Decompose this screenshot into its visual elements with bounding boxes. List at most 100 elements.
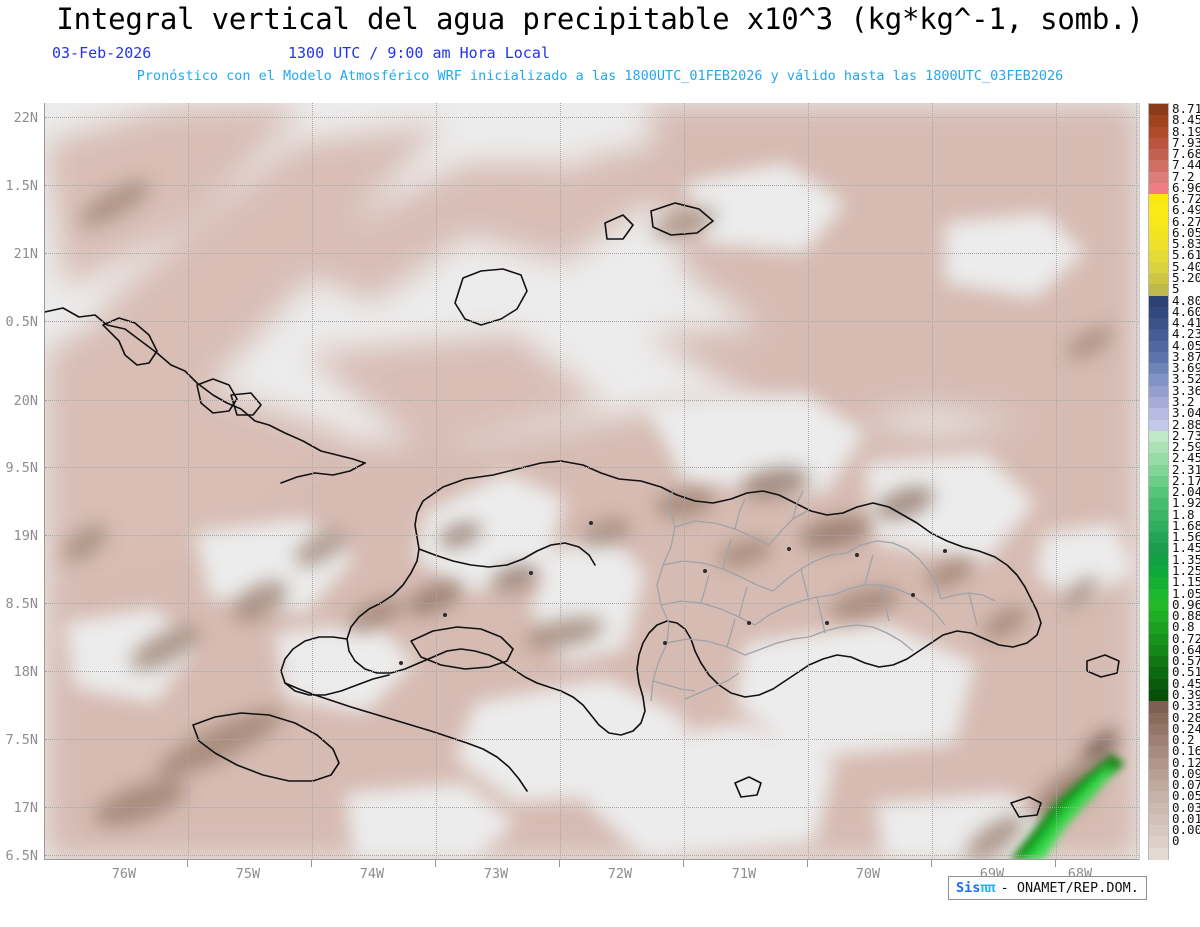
colorbar-tick-label: 0.2 <box>1172 732 1195 748</box>
colorbar-segment <box>1149 701 1168 714</box>
colorbar-segment <box>1149 205 1168 218</box>
gridline-vertical <box>188 103 189 860</box>
plot-bottom-border <box>45 859 1139 860</box>
colorbar-tick-label: 7.442 <box>1172 157 1200 173</box>
gridline-horizontal <box>45 603 1139 604</box>
y-tick-label: 21N <box>13 246 38 262</box>
colorbar-segment <box>1149 847 1168 860</box>
x-tick-label: 76W <box>111 866 137 882</box>
colorbar-segment <box>1149 149 1168 161</box>
colorbar-segment <box>1149 329 1168 342</box>
colorbar-tick-label: 0.05 <box>1172 788 1200 804</box>
colorbar-segment <box>1149 239 1168 252</box>
map-plot-area[interactable] <box>44 103 1140 860</box>
colorbar-tick-label: 7.688 <box>1172 146 1200 162</box>
colorbar-segment <box>1149 306 1168 319</box>
x-tick-mark <box>1055 860 1056 867</box>
y-tick-label: 19N <box>13 528 38 544</box>
organization-label: - ONAMET/REP.DOM. <box>1000 880 1139 896</box>
colorbar-tick-label: 7.938 <box>1172 134 1200 150</box>
colorbar-tick-label: 0.098 <box>1172 765 1200 781</box>
gridline-horizontal <box>45 739 1139 740</box>
colorbar-segment <box>1149 340 1168 353</box>
colorbar-segment <box>1149 442 1168 454</box>
colorbar-segment <box>1149 351 1168 364</box>
gridline-vertical <box>560 103 561 860</box>
model-subtitle: Pronóstico con el Modelo Atmosférico WRF… <box>136 68 1064 84</box>
colorbar-tick-label: 3.698 <box>1172 360 1200 376</box>
colorbar-segment <box>1149 498 1168 511</box>
colorbar-tick-label: 0.722 <box>1172 630 1200 646</box>
colorbar-segment <box>1149 453 1168 466</box>
gridline-vertical <box>808 103 809 860</box>
colorbar-segment <box>1149 791 1168 804</box>
colorbar-tick-label: 8.192 <box>1172 123 1200 139</box>
colorbar-tick-label: 3.042 <box>1172 405 1200 421</box>
colorbar-labels: 8.7128.458.1927.9387.6887.4427.26.9626.7… <box>1172 96 1200 876</box>
colorbar-segment <box>1149 577 1168 590</box>
x-tick-mark <box>683 860 684 867</box>
gridline-horizontal <box>45 671 1139 672</box>
colorbar-segment <box>1149 227 1168 240</box>
x-tick-mark <box>435 860 436 867</box>
colorbar-segment <box>1149 363 1168 376</box>
colorbar-tick-label: 0.45 <box>1172 675 1200 691</box>
colorbar-tick-label: 2.592 <box>1172 439 1200 455</box>
colorbar-tick-label: 8.45 <box>1172 112 1200 128</box>
y-tick-label: 1.5N <box>5 178 38 194</box>
colorbar-tick-label: 2.312 <box>1172 461 1200 477</box>
colorbar-segment <box>1149 633 1168 646</box>
colorbar-tick-label: 5.408 <box>1172 258 1200 274</box>
colorbar-segment <box>1149 554 1168 567</box>
colorbar-tick-label: 2.738 <box>1172 427 1200 443</box>
colorbar[interactable] <box>1148 103 1169 860</box>
x-tick-label: 74W <box>359 866 385 882</box>
colorbar-segment <box>1149 194 1168 206</box>
colorbar-segment <box>1149 836 1168 849</box>
colorbar-tick-label: 4.05 <box>1172 337 1200 353</box>
colorbar-tick-label: 7.2 <box>1172 168 1195 184</box>
colorbar-segment <box>1149 419 1168 432</box>
x-tick-label: 75W <box>235 866 261 882</box>
colorbar-segment <box>1149 813 1168 826</box>
colorbar-segment <box>1149 216 1168 229</box>
gridline-vertical <box>312 103 313 860</box>
x-tick-mark <box>187 860 188 867</box>
y-tick-label: 18N <box>13 664 38 680</box>
gridline-horizontal <box>45 807 1139 808</box>
colorbar-tick-label: 3.2 <box>1172 393 1195 409</box>
colorbar-segment <box>1149 712 1168 725</box>
colorbar-segment <box>1149 746 1168 759</box>
colorbar-segment <box>1149 588 1168 601</box>
colorbar-tick-label: 1.25 <box>1172 563 1200 578</box>
colorbar-segment <box>1149 104 1168 116</box>
colorbar-tick-label: 1.152 <box>1172 574 1200 590</box>
colorbar-segment <box>1149 408 1168 421</box>
colorbar-segment <box>1149 250 1168 263</box>
colorbar-segment <box>1149 284 1168 297</box>
gridline-vertical <box>1056 103 1057 860</box>
precipitable-water-raster <box>45 103 1139 860</box>
colorbar-tick-label: 0.242 <box>1172 720 1200 736</box>
colorbar-segment <box>1149 374 1168 387</box>
colorbar-tick-label: 5.202 <box>1172 270 1200 286</box>
colorbar-tick-label: 0.968 <box>1172 596 1200 612</box>
gridline-vertical <box>436 103 437 860</box>
gridline-horizontal <box>45 321 1139 322</box>
x-tick-mark <box>311 860 312 867</box>
colorbar-segment <box>1149 543 1168 556</box>
x-tick-label: 70W <box>855 866 881 882</box>
colorbar-tick-label: 0.8 <box>1172 619 1195 635</box>
colorbar-tick-label: 0.288 <box>1172 709 1200 725</box>
colorbar-segment <box>1149 667 1168 680</box>
y-tick-label: 7.5N <box>5 732 38 748</box>
colorbar-segment <box>1149 768 1168 781</box>
x-tick-mark <box>807 860 808 867</box>
colorbar-segment <box>1149 126 1168 139</box>
header-datetime-row: 03-Feb-2026 1300 UTC / 9:00 am Hora Loca… <box>0 44 1200 64</box>
colorbar-segment <box>1149 611 1168 623</box>
x-tick-label: 72W <box>607 866 633 882</box>
colorbar-tick-label: 2.45 <box>1172 450 1200 466</box>
colorbar-segment <box>1149 160 1168 173</box>
